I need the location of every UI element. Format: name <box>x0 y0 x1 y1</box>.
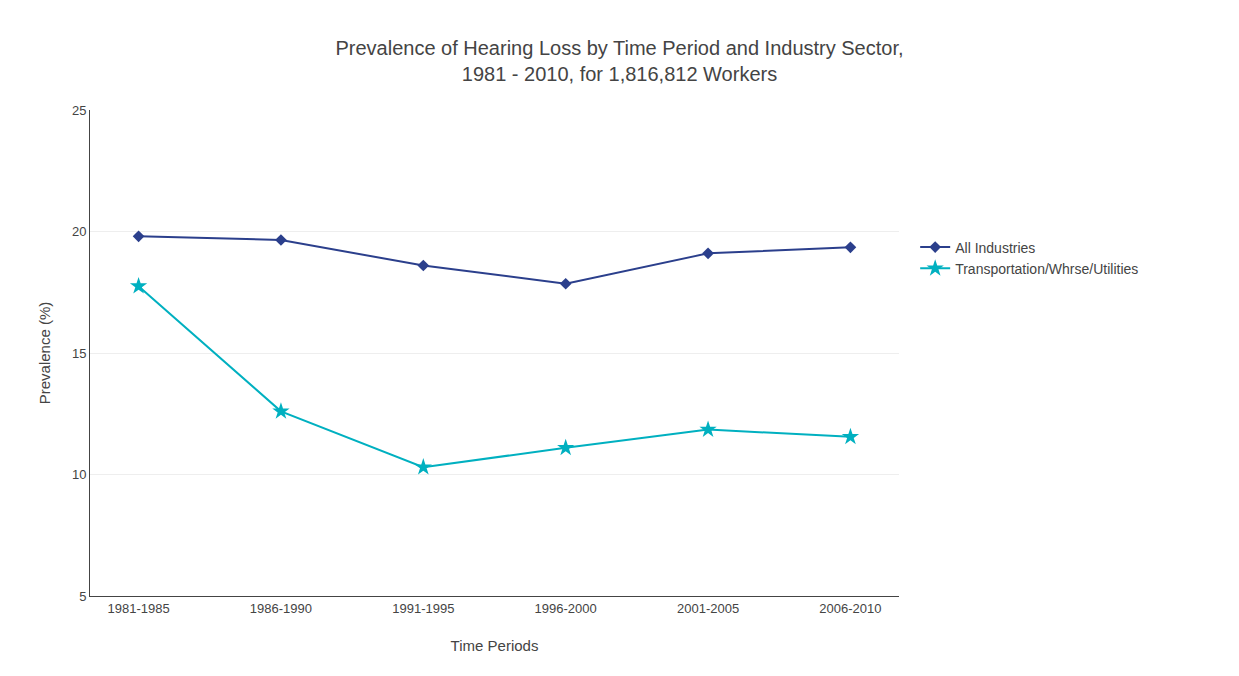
svg-text:15: 15 <box>72 346 86 361</box>
svg-text:2006-2010: 2006-2010 <box>819 601 881 616</box>
svg-text:10: 10 <box>72 467 86 482</box>
svg-text:Time Periods: Time Periods <box>451 637 539 654</box>
svg-text:1981-1985: 1981-1985 <box>107 601 169 616</box>
svg-text:Prevalence (%): Prevalence (%) <box>36 302 53 405</box>
svg-text:5: 5 <box>79 589 86 604</box>
svg-text:25: 25 <box>72 103 86 118</box>
svg-text:1986-1990: 1986-1990 <box>250 601 312 616</box>
svg-text:Prevalence of Hearing Loss by: Prevalence of Hearing Loss by Time Perio… <box>335 37 903 85</box>
svg-text:1996-2000: 1996-2000 <box>535 601 597 616</box>
svg-text:1991-1995: 1991-1995 <box>392 601 454 616</box>
svg-text:2001-2005: 2001-2005 <box>677 601 739 616</box>
svg-text:All Industries: All Industries <box>955 240 1035 256</box>
svg-text:Transportation/Whrse/Utilities: Transportation/Whrse/Utilities <box>955 261 1138 277</box>
svg-text:20: 20 <box>72 224 86 239</box>
